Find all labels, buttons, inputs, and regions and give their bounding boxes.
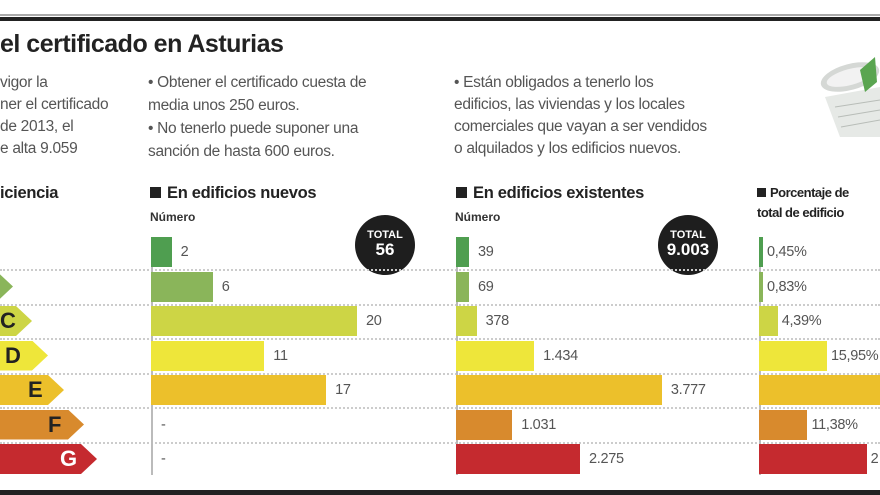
energy-class-letter: F	[48, 411, 62, 437]
ylabel-existing: Número	[455, 210, 501, 224]
total-badge-new: TOTAL 56	[355, 215, 415, 275]
bar-f	[456, 409, 513, 440]
heading-text: En edificios existentes	[473, 184, 644, 202]
energy-class-letter: C	[0, 308, 16, 333]
bar-value-label: 15,95%	[830, 347, 879, 364]
bar-c	[151, 306, 357, 336]
square-bullet-icon	[150, 187, 161, 198]
bar-b	[456, 271, 469, 302]
bar-value-label: 0,83%	[767, 278, 807, 295]
legend-heading-eficiencia: iciencia	[0, 184, 59, 202]
bar-value-label: 69	[478, 278, 494, 295]
intro-line: de 2013, el	[0, 118, 74, 135]
bar-e	[759, 375, 880, 405]
energy-class-letter: E	[28, 377, 43, 402]
intro-line: ner el certificado	[0, 96, 109, 113]
bar-d	[151, 340, 265, 371]
ylabel-new: Número	[150, 210, 196, 224]
energy-class-arrow-e	[0, 375, 64, 405]
heading-text: Porcentaje de	[770, 185, 849, 200]
bar-e	[456, 375, 662, 405]
bar-a	[151, 237, 172, 267]
bar-g	[759, 444, 867, 474]
bar-value-label: 39	[478, 244, 494, 260]
total-label: TOTAL	[670, 229, 706, 241]
intro-line: vigor la	[0, 74, 48, 91]
bar-value-label: 20	[366, 313, 382, 329]
energy-class-arrow-b	[0, 272, 13, 302]
intro-line: • Están obligados a tenerlo los	[454, 74, 654, 91]
bar-value-label: -	[161, 416, 166, 433]
heading-new-buildings: En edificios nuevos	[150, 182, 317, 204]
bar-value-label: 0,45%	[767, 244, 807, 260]
bar-d	[759, 340, 827, 371]
intro-col1: vigor la ner el certificado de 2013, el …	[0, 72, 109, 160]
bar-value-label: -	[161, 451, 166, 467]
certificate-illustration-icon	[820, 57, 880, 137]
bar-e	[151, 375, 327, 405]
bar-value-label: 378	[485, 313, 510, 329]
intro-line: o alquilados y los edificios nuevos.	[454, 140, 682, 157]
intro-line: • Obtener el certificado cuesta de	[148, 74, 367, 91]
bar-b	[759, 271, 763, 302]
intro-line: • No tenerlo puede suponer una	[148, 120, 359, 137]
intro-line: comerciales que vayan a ser vendidos	[454, 118, 707, 135]
square-bullet-icon	[456, 187, 467, 198]
top-rule-thin	[0, 14, 880, 16]
bar-value-label: 2	[180, 244, 189, 260]
bar-a	[759, 237, 763, 267]
intro-col3: • Están obligados a tenerlo los edificio…	[454, 72, 707, 160]
bar-value-label: 11	[273, 347, 288, 364]
bar-value-label: 1.434	[543, 347, 578, 364]
bar-g	[456, 444, 580, 474]
bar-a	[456, 237, 469, 267]
bar-value-label: 17	[335, 382, 351, 398]
page-title: el certificado en Asturias	[0, 30, 284, 58]
bar-d	[456, 340, 535, 371]
row-separator	[0, 441, 880, 444]
total-badge-existing: TOTAL 9.003	[658, 215, 718, 275]
bar-value-label: 6	[221, 278, 230, 295]
intro-col2: • Obtener el certificado cuesta de media…	[148, 71, 367, 163]
bar-b	[151, 271, 213, 302]
heading-text: total de edificio	[757, 205, 844, 220]
energy-class-letter: D	[5, 342, 21, 368]
row-separator	[0, 338, 880, 340]
total-value: 9.003	[666, 240, 710, 259]
square-bullet-icon	[757, 188, 766, 197]
bar-value-label: 2	[870, 451, 879, 467]
bar-c	[759, 306, 778, 336]
row-separator	[0, 407, 880, 409]
energy-class-arrow-g	[0, 444, 97, 474]
bar-c	[456, 306, 477, 336]
heading-text: En edificios nuevos	[167, 184, 317, 202]
bar-value-label: 4,39%	[781, 313, 822, 329]
bar-f	[759, 409, 808, 440]
bar-value-label: 2.275	[588, 451, 624, 467]
bar-value-label: 11,38%	[811, 416, 858, 433]
bar-value-label: 1.031	[521, 416, 556, 433]
intro-line: e alta 9.059	[0, 140, 78, 157]
row-separator	[0, 269, 880, 271]
intro-line: edificios, las viviendas y los locales	[454, 96, 685, 113]
intro-line: media unos 250 euros.	[148, 97, 300, 114]
total-value: 56	[375, 240, 395, 259]
energy-class-letter: G	[60, 446, 78, 471]
total-label: TOTAL	[367, 229, 403, 241]
intro-line: sanción de hasta 600 euros.	[148, 143, 335, 160]
bottom-rule	[0, 490, 880, 495]
heading-existing-buildings: En edificios existentes	[456, 182, 644, 204]
bar-value-label: 3.777	[670, 382, 706, 398]
row-separator	[0, 303, 880, 306]
top-rule-thick	[0, 17, 880, 21]
energy-class-arrow-f	[0, 410, 84, 440]
heading-percentage: Porcentaje de total de edificio	[757, 183, 849, 223]
row-separator	[0, 372, 880, 375]
